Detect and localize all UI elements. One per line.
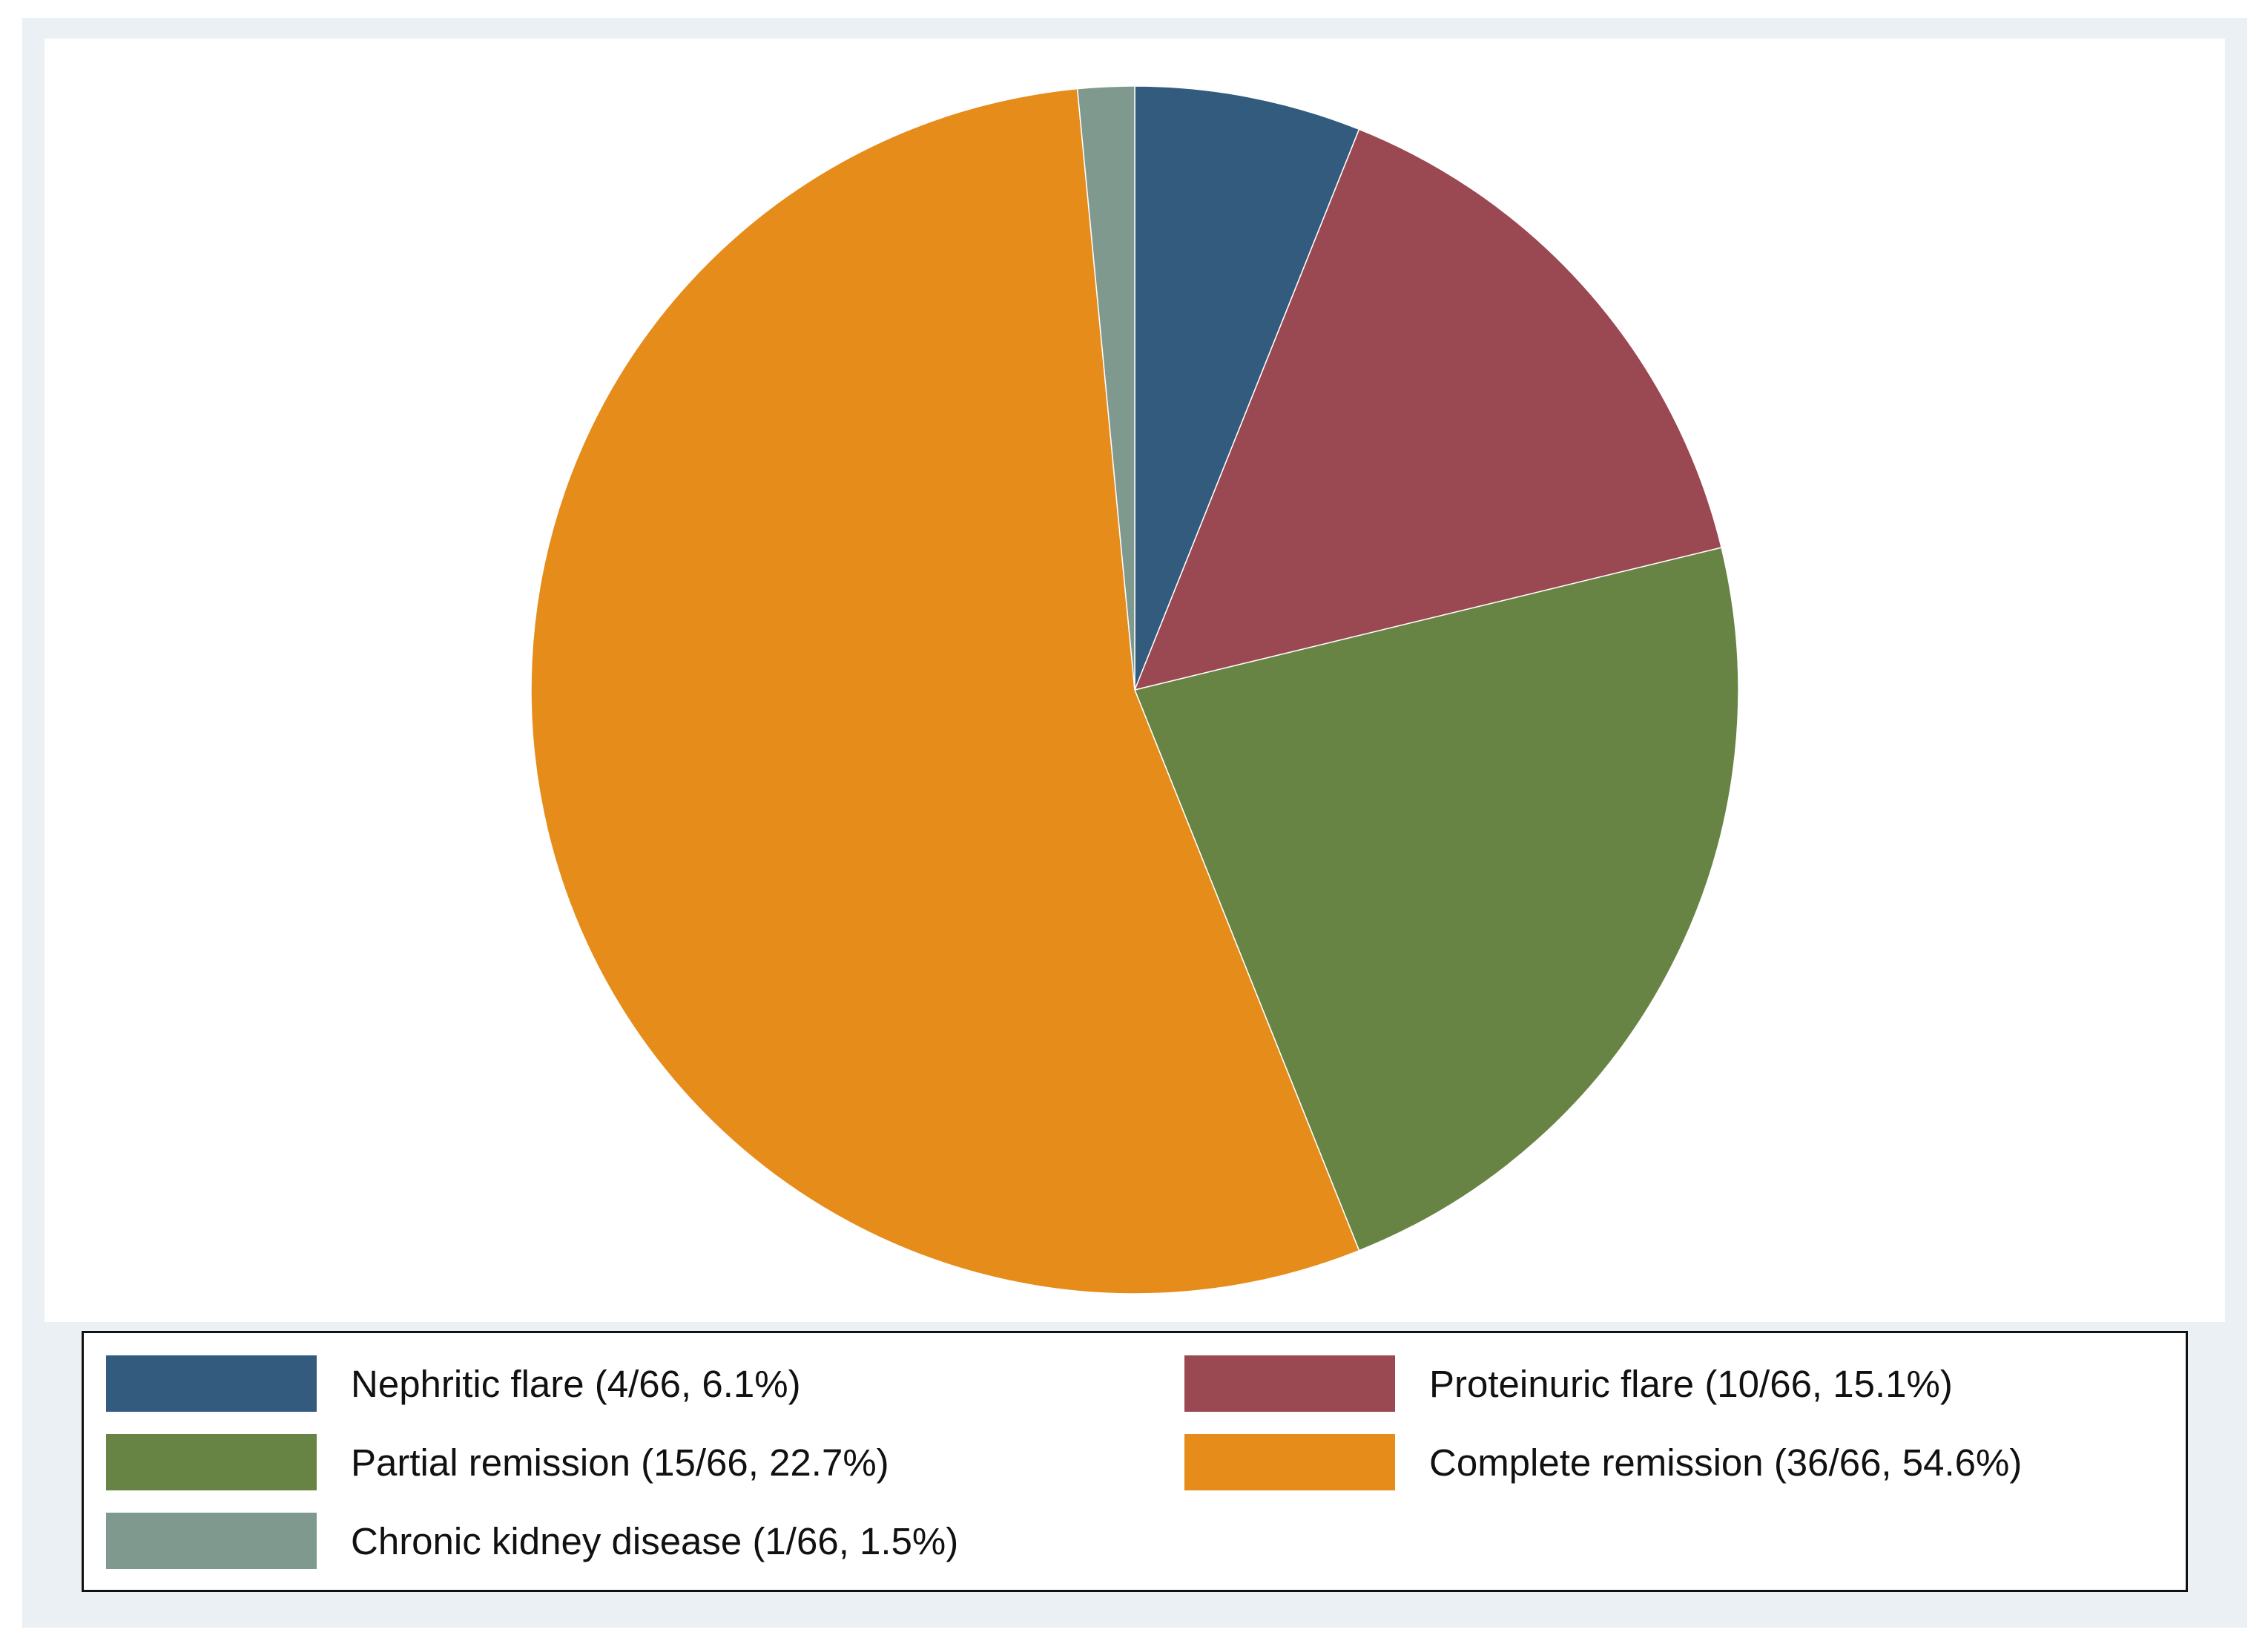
legend-swatch xyxy=(1184,1355,1395,1412)
legend-label: Proteinuric flare (10/66, 15.1%) xyxy=(1429,1362,1953,1405)
pie-chart xyxy=(530,85,1739,1295)
legend-label: Chronic kidney disease (1/66, 1.5%) xyxy=(351,1519,959,1562)
legend-swatch xyxy=(106,1434,317,1490)
slice-partial-remission xyxy=(1133,547,1739,1252)
legend: Nephritic flare (4/66, 6.1%) Proteinuric… xyxy=(82,1331,2188,1592)
legend-item-proteinuric-flare: Proteinuric flare (10/66, 15.1%) xyxy=(1184,1355,1953,1412)
slice-nephritic-flare xyxy=(1134,85,1360,691)
legend-label: Complete remission (36/66, 54.6%) xyxy=(1429,1441,2023,1484)
chart-background: Nephritic flare (4/66, 6.1%) Proteinuric… xyxy=(22,18,2247,1628)
slice-chronic-kidney-disease xyxy=(1076,85,1135,691)
legend-item-complete-remission: Complete remission (36/66, 54.6%) xyxy=(1184,1434,2022,1490)
legend-swatch xyxy=(1184,1434,1395,1490)
legend-swatch xyxy=(106,1355,317,1412)
legend-item-nephritic-flare: Nephritic flare (4/66, 6.1%) xyxy=(106,1355,801,1412)
plot-region xyxy=(44,39,2225,1322)
legend-label: Partial remission (15/66, 22.7%) xyxy=(351,1441,889,1484)
legend-label: Nephritic flare (4/66, 6.1%) xyxy=(351,1362,801,1405)
slice-complete-remission xyxy=(530,88,1360,1295)
legend-item-partial-remission: Partial remission (15/66, 22.7%) xyxy=(106,1434,889,1490)
legend-item-chronic-kidney-disease: Chronic kidney disease (1/66, 1.5%) xyxy=(106,1513,958,1569)
legend-swatch xyxy=(106,1513,317,1569)
slice-proteinuric-flare xyxy=(1133,128,1722,691)
